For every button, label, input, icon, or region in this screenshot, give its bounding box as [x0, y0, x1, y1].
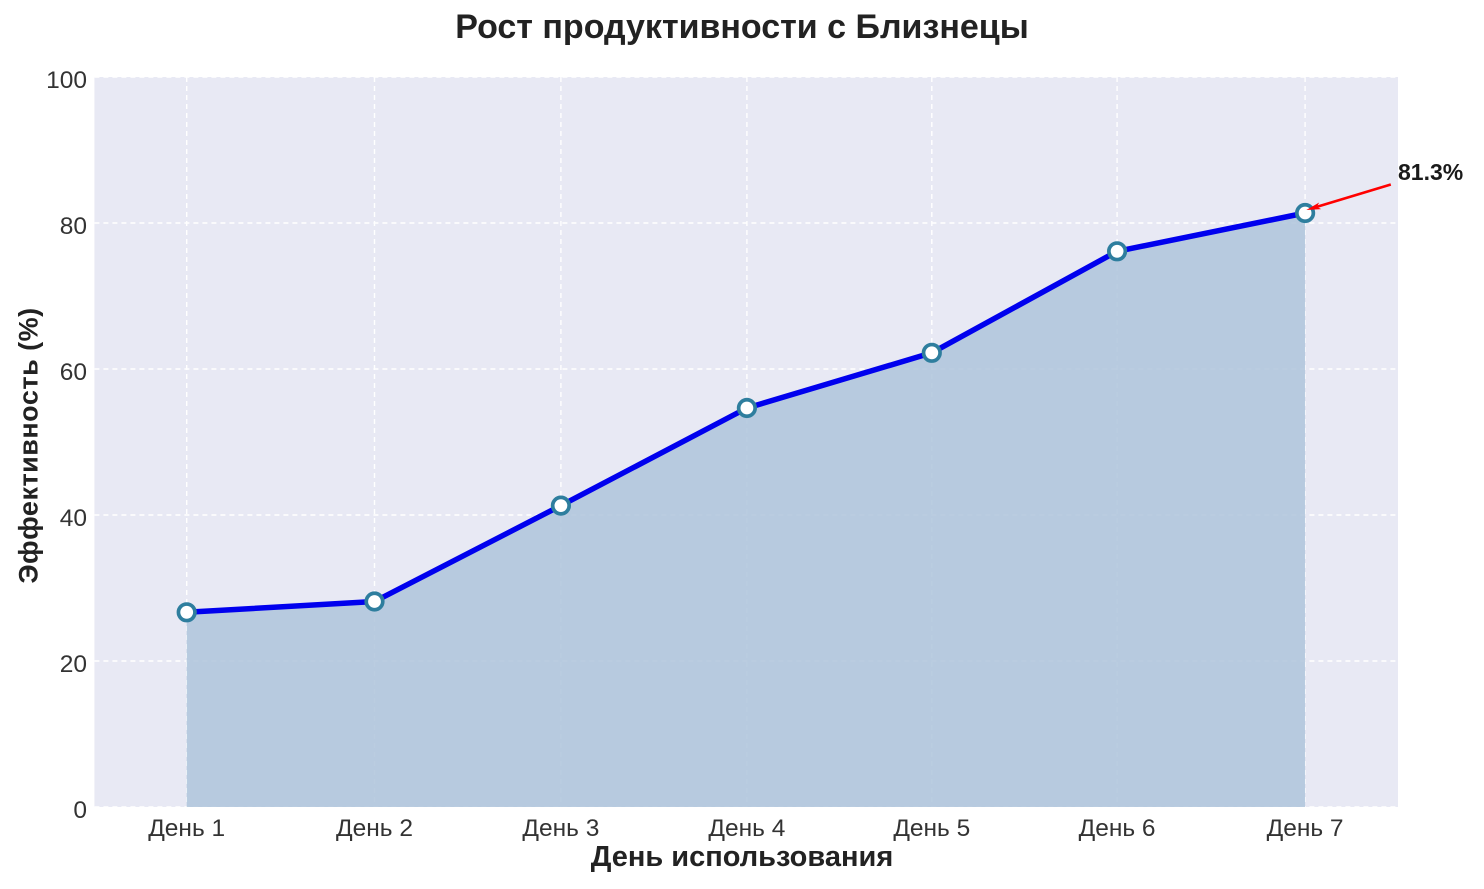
svg-text:День 4: День 4: [708, 815, 785, 842]
svg-text:100: 100: [46, 67, 87, 94]
svg-text:80: 80: [60, 213, 87, 240]
svg-text:День 3: День 3: [522, 815, 599, 842]
svg-text:День 2: День 2: [336, 815, 413, 842]
svg-text:День 5: День 5: [893, 815, 970, 842]
svg-text:День 6: День 6: [1079, 815, 1156, 842]
svg-text:0: 0: [73, 797, 87, 824]
svg-text:20: 20: [60, 651, 87, 678]
svg-text:День 7: День 7: [1267, 815, 1344, 842]
svg-text:81.3%: 81.3%: [1398, 159, 1463, 185]
svg-text:60: 60: [60, 359, 87, 386]
svg-text:День 1: День 1: [148, 815, 225, 842]
svg-text:40: 40: [60, 505, 87, 532]
